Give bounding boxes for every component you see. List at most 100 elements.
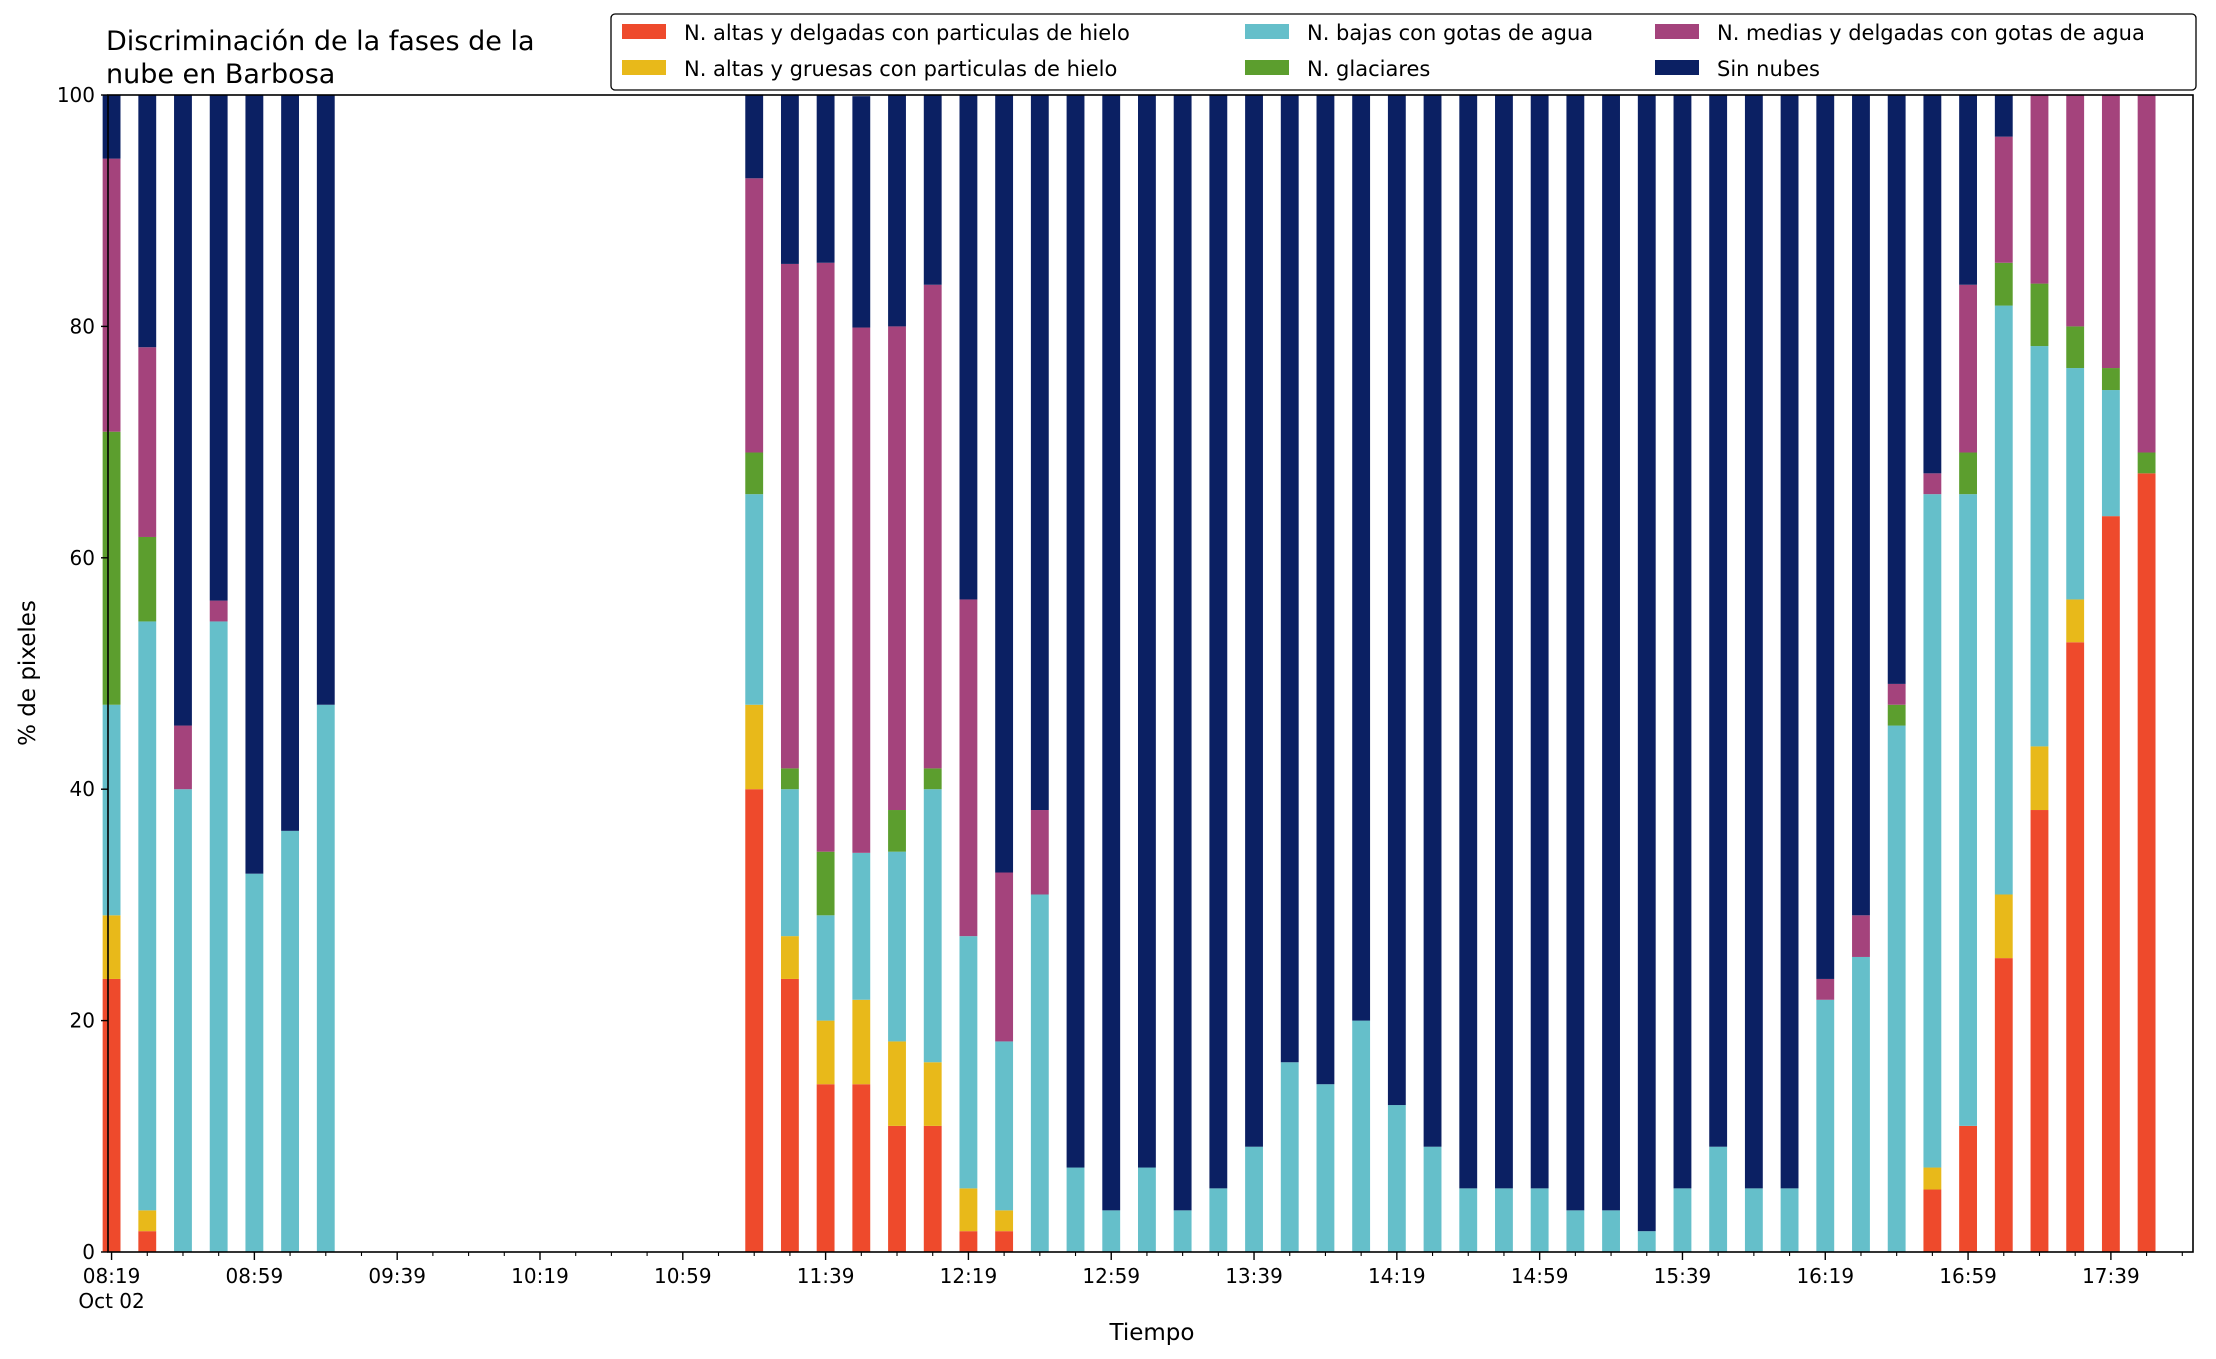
- y-tick-label: 40: [70, 777, 95, 801]
- bar-segment: [1387, 1105, 1406, 1252]
- bar-segment: [174, 789, 192, 1252]
- bar-segment: [2030, 283, 2049, 347]
- x-tick-label: 14:59: [1511, 1264, 1569, 1288]
- bar-segment: [959, 599, 978, 937]
- bar-segment: [2030, 95, 2049, 284]
- x-tick-label: 15:39: [1654, 1264, 1712, 1288]
- bar-segment: [923, 1125, 942, 1252]
- bar-segment: [745, 704, 764, 790]
- bar-segment: [1780, 1188, 1799, 1252]
- bar-segment: [138, 347, 157, 537]
- legend-swatch: [622, 24, 666, 39]
- bar-segment: [2137, 95, 2156, 453]
- bar-segment: [1923, 1189, 1942, 1252]
- bar-segment: [959, 936, 978, 1189]
- bar-segment: [138, 621, 157, 1211]
- bar-segment: [1245, 1146, 1263, 1252]
- bar-segment: [1566, 95, 1585, 1211]
- x-tick-label: 12:59: [1082, 1264, 1140, 1288]
- bar-segment: [1994, 305, 2013, 895]
- bar-segment: [1744, 95, 1763, 1189]
- bar-segment: [1852, 915, 1870, 957]
- x-tick-sublabel: Oct 02: [78, 1289, 144, 1313]
- bar-segment: [102, 158, 121, 432]
- legend: N. altas y delgadas con particulas de hi…: [610, 13, 2197, 91]
- bar-segment: [888, 851, 906, 1042]
- bar-segment: [2101, 95, 2120, 369]
- bar-segment: [923, 1062, 942, 1126]
- bar-segment: [2066, 326, 2085, 369]
- bar-segment: [1602, 95, 1620, 1211]
- bar-segment: [1459, 1188, 1478, 1252]
- bar-segment: [1887, 725, 1906, 1252]
- bar-segment: [2137, 473, 2156, 1252]
- bar-segment: [1959, 494, 1978, 1126]
- bar-segment: [1566, 1210, 1585, 1252]
- x-tick-label: 14:19: [1368, 1264, 1426, 1288]
- bar-segment: [1352, 95, 1371, 1021]
- y-tick-label: 20: [70, 1009, 95, 1033]
- bar-segment: [745, 494, 764, 705]
- legend-swatch: [1245, 24, 1289, 39]
- bar-segment: [1673, 1188, 1692, 1252]
- bar-segment: [1387, 95, 1406, 1106]
- bar-segment: [745, 95, 764, 179]
- bar-segment: [1316, 95, 1335, 1085]
- bar-segment: [1602, 1210, 1620, 1252]
- x-tick-label: 16:19: [1796, 1264, 1854, 1288]
- bar-segment: [1994, 262, 2013, 306]
- bar-segment: [245, 95, 264, 874]
- bar-segment: [1280, 95, 1299, 1063]
- x-tick-label: 08:19: [83, 1264, 141, 1288]
- bar-segment: [1923, 494, 1942, 1168]
- x-tick-label: 11:39: [797, 1264, 855, 1288]
- bar-segment: [995, 1041, 1014, 1211]
- bar-segment: [138, 536, 157, 622]
- bar-segment: [1173, 1210, 1192, 1252]
- bar-segment: [852, 327, 871, 853]
- bar-segment: [2066, 368, 2085, 600]
- bar-segment: [1673, 95, 1692, 1189]
- bar-segment: [745, 178, 764, 453]
- y-axis: 0 20 40 60 80 100: [57, 83, 108, 1264]
- bar-segment: [923, 768, 942, 790]
- bar-segment: [174, 725, 192, 790]
- legend-swatch: [1245, 60, 1289, 75]
- bar-segment: [1887, 683, 1906, 705]
- bar-segment: [316, 95, 335, 705]
- bar-segment: [888, 810, 906, 852]
- bar-segment: [780, 95, 799, 264]
- bar-segment: [995, 95, 1014, 873]
- legend-swatch: [1655, 60, 1699, 75]
- bar-segment: [102, 704, 121, 916]
- bar-segment: [745, 789, 764, 1252]
- bar-segment: [995, 1210, 1014, 1232]
- bar-segment: [1852, 95, 1870, 916]
- bar-segment: [780, 978, 799, 1252]
- bar-segment: [2030, 810, 2049, 1252]
- y-tick-label: 80: [70, 314, 95, 338]
- bar-segment: [1709, 95, 1728, 1147]
- bar-segment: [281, 95, 300, 831]
- bar-segment: [209, 95, 228, 601]
- chart-title-line-1: Discriminación de la fases de la: [106, 26, 535, 57]
- bar-segment: [2101, 368, 2120, 391]
- bar-segment: [816, 262, 835, 852]
- bar-segment: [1709, 1146, 1728, 1252]
- bar-segment: [959, 95, 978, 600]
- bar-segment: [1138, 1167, 1156, 1252]
- bar-segment: [1780, 95, 1799, 1189]
- y-tick-label: 60: [70, 546, 95, 570]
- bar-segment: [2030, 346, 2049, 747]
- bar-segment: [1245, 95, 1263, 1147]
- bar-segment: [852, 96, 871, 328]
- bar-segment: [2137, 452, 2156, 474]
- bar-segment: [1102, 1210, 1121, 1252]
- bar-segment: [923, 95, 942, 285]
- bars-layer: [102, 95, 2156, 1252]
- bar-segment: [1923, 95, 1942, 474]
- bar-segment: [1530, 95, 1549, 1189]
- bar-segment: [780, 789, 799, 937]
